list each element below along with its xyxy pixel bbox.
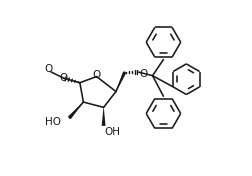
Text: O: O	[139, 69, 147, 78]
Text: O: O	[59, 73, 68, 83]
Text: O: O	[92, 70, 101, 80]
Text: OH: OH	[104, 127, 119, 137]
Text: HO: HO	[45, 117, 61, 127]
Polygon shape	[101, 107, 105, 126]
Polygon shape	[68, 102, 83, 119]
Polygon shape	[115, 71, 126, 92]
Text: O: O	[44, 64, 52, 74]
